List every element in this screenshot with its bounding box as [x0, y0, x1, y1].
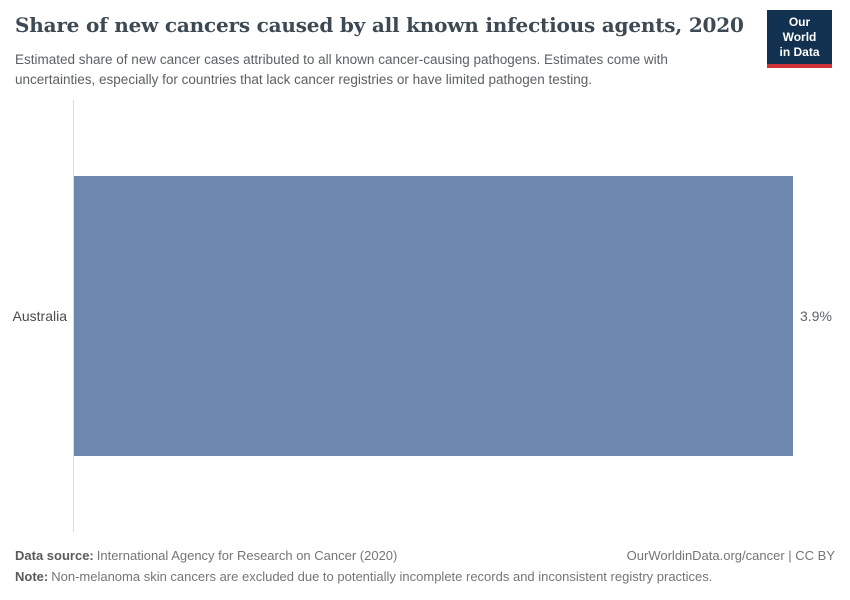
owid-logo-line2: in Data — [779, 45, 820, 59]
note-text: Non-melanoma skin cancers are excluded d… — [51, 569, 713, 584]
chart-subtitle: Estimated share of new cancer cases attr… — [15, 52, 668, 87]
value-label-australia: 3.9% — [800, 308, 832, 324]
note-label: Note: — [15, 569, 49, 584]
bar-australia[interactable] — [74, 176, 793, 456]
y-axis-line — [73, 100, 74, 532]
owid-logo[interactable]: Our World in Data — [767, 10, 832, 68]
category-label-australia: Australia — [12, 308, 67, 324]
note-line: Note: Non-melanoma skin cancers are exclu… — [15, 569, 712, 584]
page-title: Share of new cancers caused by all known… — [15, 13, 744, 37]
data-source-text: International Agency for Research on Can… — [96, 548, 398, 563]
data-source-line: Data source: International Agency for Res… — [15, 548, 397, 563]
owid-logo-line1: Our World — [782, 15, 817, 44]
data-source-label: Data source: — [15, 548, 94, 563]
credit-link[interactable]: OurWorldinData.org/cancer | CC BY — [626, 548, 835, 563]
